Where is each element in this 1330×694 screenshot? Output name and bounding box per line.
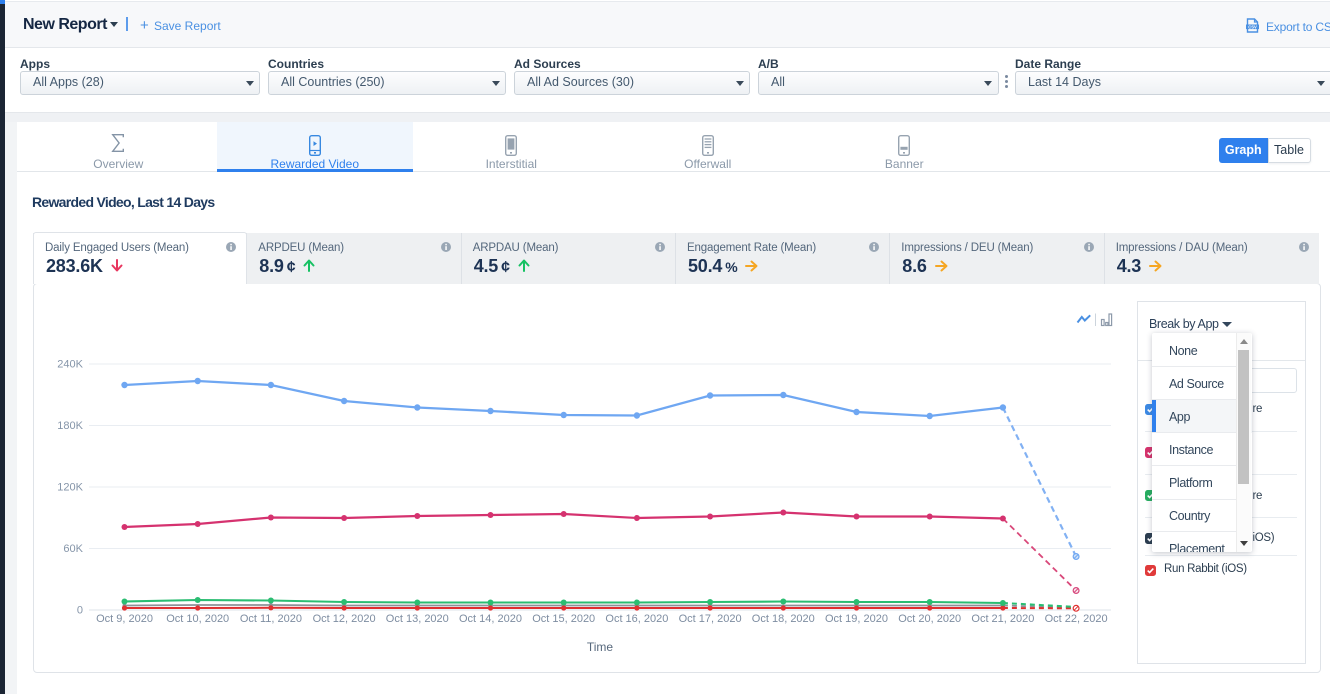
svg-text:Oct 9, 2020: Oct 9, 2020: [96, 613, 153, 625]
svg-text:Oct 15, 2020: Oct 15, 2020: [532, 613, 595, 625]
svg-text:Oct 20, 2020: Oct 20, 2020: [898, 613, 961, 625]
svg-text:Oct 13, 2020: Oct 13, 2020: [386, 613, 449, 625]
svg-text:Oct 10, 2020: Oct 10, 2020: [166, 613, 229, 625]
svg-text:CSV: CSV: [1248, 24, 1257, 29]
svg-text:Oct 11, 2020: Oct 11, 2020: [240, 613, 302, 625]
svg-text:Oct 14, 2020: Oct 14, 2020: [459, 613, 522, 625]
svg-text:Oct 22, 2020: Oct 22, 2020: [1045, 613, 1108, 625]
svg-text:Oct 16, 2020: Oct 16, 2020: [605, 613, 668, 625]
svg-text:180K: 180K: [57, 420, 83, 432]
svg-text:Oct 18, 2020: Oct 18, 2020: [752, 613, 815, 625]
svg-text:Oct 21, 2020: Oct 21, 2020: [971, 613, 1034, 625]
svg-text:60K: 60K: [63, 543, 83, 555]
svg-text:Oct 12, 2020: Oct 12, 2020: [313, 613, 376, 625]
svg-text:240K: 240K: [57, 359, 83, 371]
svg-text:Time: Time: [587, 640, 614, 654]
svg-text:Oct 17, 2020: Oct 17, 2020: [679, 613, 742, 625]
svg-text:120K: 120K: [57, 482, 83, 494]
svg-text:0: 0: [77, 605, 83, 617]
svg-text:Oct 19, 2020: Oct 19, 2020: [825, 613, 888, 625]
